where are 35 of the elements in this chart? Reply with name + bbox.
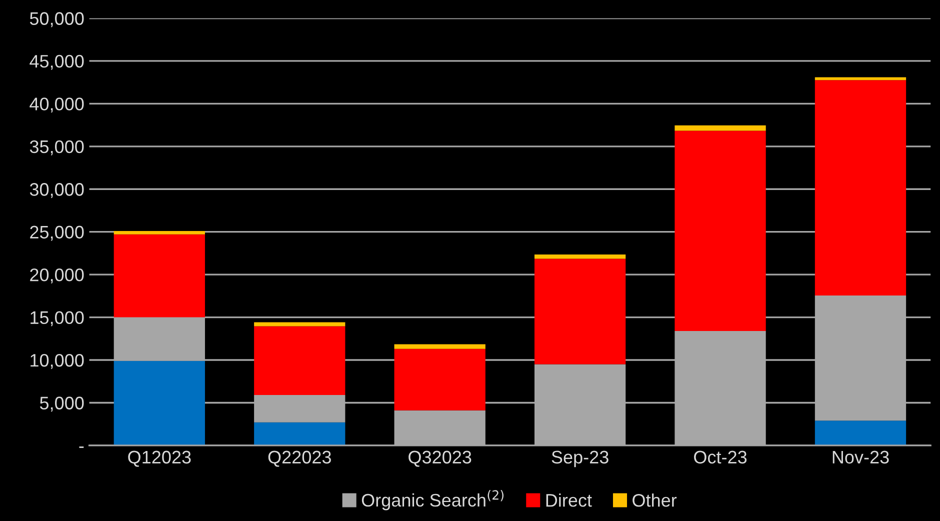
- y-tick-label: 30,000: [30, 183, 84, 198]
- y-tick-label: 15,000: [30, 311, 84, 326]
- x-tick-label: Q32023: [408, 450, 472, 467]
- bar: [674, 125, 766, 131]
- y-tick-label: 20,000: [30, 268, 84, 284]
- legend-label: Organic Search$^{(2)}$: [362, 490, 504, 510]
- bar: [534, 254, 626, 259]
- bar: [254, 422, 346, 446]
- bar: [394, 348, 486, 410]
- y-tick-label: -: [79, 446, 84, 448]
- x-tick-label: Sep-23: [552, 450, 608, 468]
- x-tick-label: Q12023: [128, 450, 191, 467]
- y-tick-label: 25,000: [30, 226, 84, 241]
- y-tick-label: 45,000: [30, 54, 84, 70]
- y-tick-label: 35,000: [30, 140, 84, 156]
- y-tick-label: 50,000: [30, 12, 84, 28]
- bar: [814, 77, 906, 80]
- legend-label: Direct: [546, 494, 592, 507]
- bar: [114, 360, 205, 446]
- x-tick-label: Q22023: [268, 450, 331, 467]
- bar: [394, 344, 486, 349]
- bar: [814, 420, 906, 446]
- legend-label: Other: [632, 494, 677, 507]
- y-tick-label: 5,000: [40, 396, 84, 412]
- y-tick-label: 10,000: [30, 354, 84, 369]
- bar: [254, 326, 346, 396]
- bar: [534, 258, 626, 364]
- x-tick-label: Nov-23: [832, 450, 889, 464]
- bar: [114, 234, 205, 318]
- bar: [814, 80, 906, 296]
- bar: [254, 322, 346, 326]
- bar: [114, 230, 205, 234]
- y-tick-label: 40,000: [30, 98, 84, 113]
- bar: [674, 130, 766, 331]
- x-tick-label: Oct-23: [694, 450, 747, 464]
